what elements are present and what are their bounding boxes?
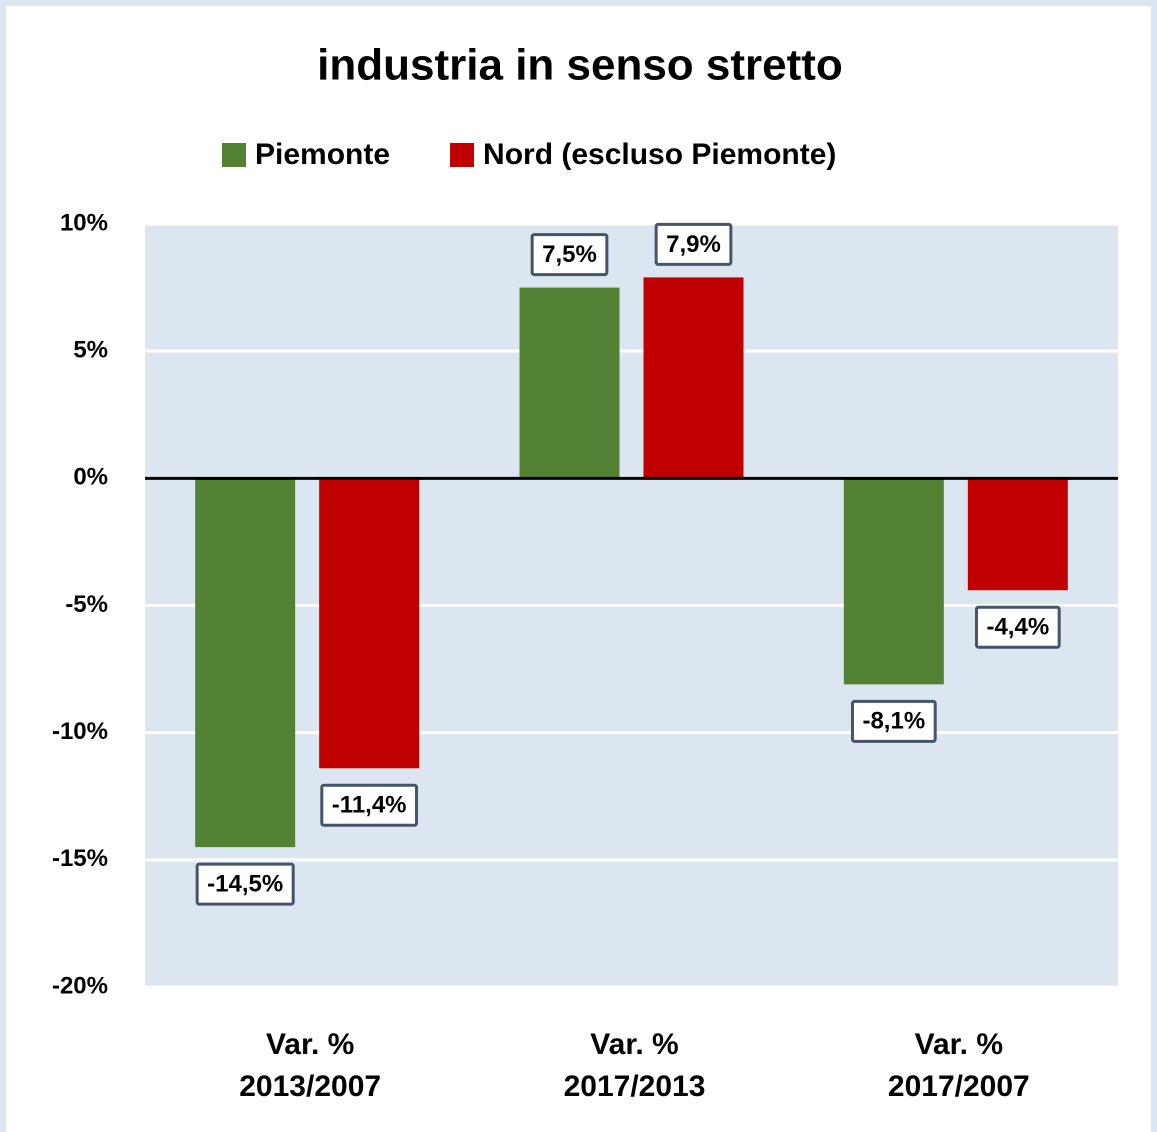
- bar: [967, 478, 1068, 591]
- value-label: -4,4%: [986, 614, 1049, 641]
- y-tick-label: 10%: [60, 209, 108, 236]
- y-tick-label: -20%: [52, 972, 108, 999]
- bar: [319, 478, 420, 769]
- value-label-box: [195, 862, 295, 906]
- value-label-box: [530, 233, 609, 277]
- y-tick-label: 0%: [73, 464, 108, 491]
- y-tick-label: -15%: [52, 845, 108, 872]
- value-label-box: [850, 699, 937, 743]
- bar: [519, 287, 620, 479]
- x-tick-label: Var. % 2017/2007: [887, 1028, 1030, 1103]
- value-label-box: [654, 222, 733, 266]
- value-label-box: [974, 605, 1061, 649]
- y-tick-label: -5%: [65, 591, 108, 618]
- chart-title: industria in senso stretto: [317, 41, 843, 90]
- x-tick-label: Var. % 2017/2013: [563, 1028, 706, 1103]
- value-label: -8,1%: [862, 708, 925, 735]
- value-label: 7,9%: [666, 231, 721, 258]
- y-tick-label: -10%: [52, 718, 108, 745]
- value-label-box: [320, 783, 419, 827]
- legend-swatch: [450, 143, 475, 167]
- value-label: 7,5%: [542, 241, 597, 268]
- x-tick-label: Var. % 2013/2007: [239, 1028, 382, 1103]
- legend-label: Piemonte: [255, 138, 390, 171]
- bar: [195, 478, 296, 848]
- value-label: -14,5%: [207, 870, 283, 897]
- legend-swatch: [222, 143, 246, 167]
- legend-label: Nord (escluso Piemonte): [483, 138, 836, 171]
- bar: [843, 478, 944, 685]
- y-tick-label: 5%: [73, 337, 108, 364]
- bar: [643, 277, 744, 479]
- value-label: -11,4%: [332, 792, 407, 819]
